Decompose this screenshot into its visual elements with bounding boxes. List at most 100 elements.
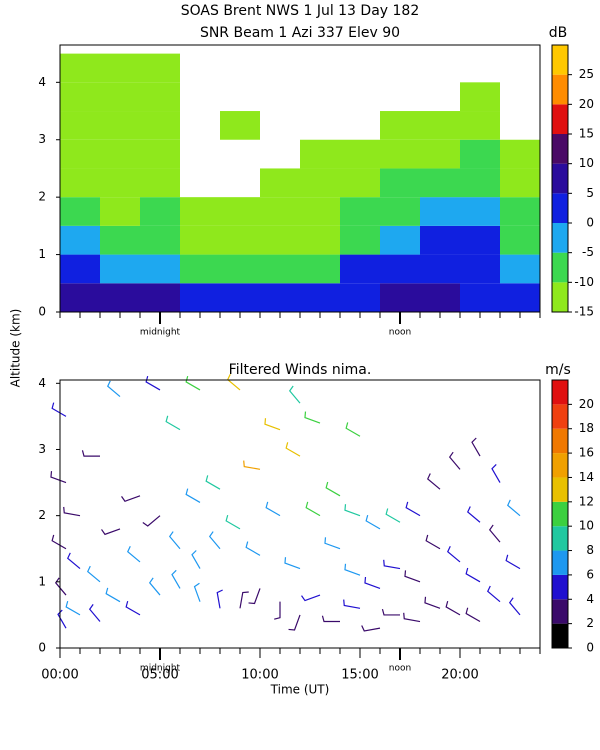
snr-cell [140,139,180,169]
snr-cell [180,225,220,255]
wind-barb [305,501,321,517]
wind-barb [487,585,501,603]
snr-cell [500,139,540,169]
snr-cell [180,197,220,226]
wind-barb [127,545,141,563]
snr-cell [460,111,500,140]
snr-cell [60,254,100,284]
snr-cell [380,139,420,169]
wind-barb [344,563,361,576]
snr-cell [380,283,420,312]
wind-barb [304,411,321,424]
wind-barb [365,514,381,530]
wind-barb [385,508,401,523]
snr-cell [500,254,540,284]
snr-cell [460,197,500,226]
snr-cell [460,139,500,169]
wind-barb [465,607,481,623]
snr-cell [300,139,340,169]
snr-cell [300,225,340,255]
y-tick-label: 2 [38,190,46,204]
x-tick-label: 10:00 [241,668,278,683]
wind-barb [383,559,401,570]
wind-barb [467,506,481,523]
annotation-label: midnight [140,664,181,674]
colorbar-tick-label: 10 [579,519,594,533]
wind-barb [191,550,201,569]
colorbar-frame [551,379,569,649]
wind-barb [165,415,181,431]
wind-barb [507,499,521,517]
snr-cell [220,111,260,140]
colorbar-tick-label: 0 [586,216,594,230]
colorbar-tick-label: 20 [579,97,594,111]
snr-cell [180,254,220,284]
x-tick-label: 05:00 [141,668,178,683]
snr-cell [300,197,340,226]
colorbar-bin [552,134,568,164]
wind-barb [447,545,461,563]
wind-barb [344,504,361,517]
snr-cell [420,283,460,312]
snr-cell [140,283,180,312]
wind-barb [285,442,301,457]
wind-barb [364,576,381,590]
snr-cell [340,139,380,169]
snr-cell [380,197,420,226]
colorbar-tick-label: 5 [586,186,594,200]
colorbar-bin [552,193,568,223]
colorbar-label: dB [549,25,568,41]
wind-barb [488,524,501,543]
colorbar-bin [552,550,568,575]
wind-barb [121,495,141,502]
snr-cell [260,168,300,198]
colorbar-tick-label: 20 [579,397,594,411]
colorbar-bin [552,599,568,624]
y-tick-label: 4 [38,376,46,390]
wind-barb [243,460,261,470]
snr-cell [420,111,460,140]
snr-cell [460,254,500,284]
snr-cell [300,168,340,198]
y-tick-label: 4 [38,75,46,89]
annotation-label: noon [389,664,411,674]
wind-barb [288,614,301,631]
colorbar-tick-label: 15 [579,127,594,141]
x-tick-label: 15:00 [341,668,378,683]
wind-barb [245,541,261,556]
snr-cell [420,139,460,169]
wind-barb [81,450,100,457]
annotation-label: noon [389,328,411,338]
snr-cell [340,225,380,255]
snr-cell [340,254,380,284]
wind-barb [168,531,181,550]
y-tick-label: 0 [38,305,46,319]
wind-barb [404,570,421,583]
colorbar-tick-label: -5 [582,245,594,259]
snr-cell [500,197,540,226]
wind-barb [264,418,281,431]
snr-cell [100,168,140,198]
y-tick-label: 1 [38,247,46,261]
wind-barb [171,569,181,589]
colorbar-tick-label: 18 [579,421,594,435]
subtitle: SNR Beam 1 Azi 337 Elev 90 [200,25,400,41]
wind-barb [325,481,341,497]
wind-barb [265,501,281,517]
snr-cell [140,225,180,255]
snr-cell [100,225,140,255]
snr-cell [100,82,140,112]
wind-barb [424,596,441,609]
snr-cell [60,53,100,83]
wind-barb [63,506,81,517]
y-tick-label: 0 [38,641,46,655]
x-tick-label: 20:00 [441,668,478,683]
colorbar-tick-label: 2 [586,616,594,630]
snr-cell [420,225,460,255]
colorbar-tick-label: 16 [579,446,594,460]
snr-cell [60,197,100,226]
wind-barb [50,471,67,484]
snr-cell [380,168,420,198]
snr-cell [140,254,180,284]
snr-cell [140,53,180,83]
